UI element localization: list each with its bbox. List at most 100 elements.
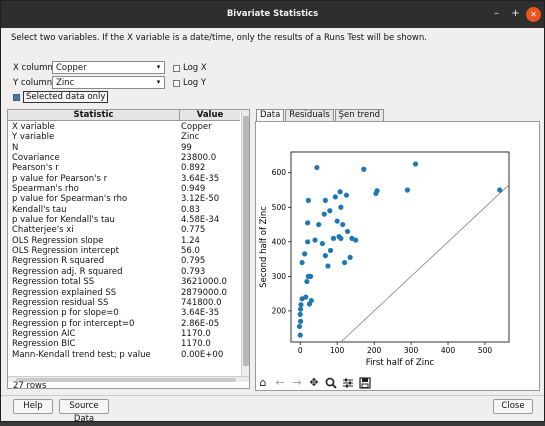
log-x-box[interactable] — [173, 64, 180, 72]
statistic-cell: Spearman's rho — [12, 184, 79, 195]
table-row[interactable]: OLS Regression slope 1.24 — [8, 236, 240, 246]
x-column-select[interactable]: Copper ▾ — [52, 61, 165, 74]
home-icon[interactable]: ⌂ — [259, 375, 267, 389]
tab-residuals[interactable]: Residuals — [285, 109, 334, 121]
source-data-button[interactable]: Source Data — [59, 399, 109, 424]
tab-data[interactable]: Data — [256, 109, 285, 121]
statistics-table: Statistic Value X variable Copper Y variab… — [7, 109, 250, 389]
data-point — [404, 187, 410, 193]
zoom-icon[interactable] — [325, 377, 337, 389]
statistic-cell: Regression p for slope=0 — [12, 308, 119, 319]
table-row[interactable]: Covariance 23800.0 — [8, 153, 240, 163]
data-point — [302, 251, 308, 257]
forward-arrow-icon[interactable]: → — [292, 375, 302, 389]
configure-icon[interactable] — [342, 377, 354, 389]
scrollbar-thumb[interactable] — [243, 116, 249, 366]
value-cell: 0.00E+00 — [181, 349, 224, 360]
value-cell: 1170.0 — [181, 339, 211, 350]
statistic-column-header[interactable]: Statistic — [8, 110, 180, 121]
table-row[interactable]: Spearman's rho 0.949 — [8, 184, 240, 194]
data-point — [321, 211, 327, 217]
table-row[interactable]: Regression p for slope=0 3.64E-35 — [8, 308, 240, 318]
table-row[interactable]: Pearson's r 0.892 — [8, 163, 240, 173]
x-tick-label: 400 — [441, 346, 456, 355]
table-row[interactable]: Regression AIC 1170.0 — [8, 329, 240, 339]
close-window-button[interactable]: ✕ — [526, 7, 541, 22]
close-button[interactable]: Close — [493, 399, 533, 414]
selected-data-box[interactable] — [13, 93, 20, 101]
value-cell: 3.12E-50 — [181, 194, 220, 205]
value-cell: 3.64E-35 — [181, 308, 220, 319]
value-cell: 1170.0 — [181, 328, 211, 339]
horizontal-scrollbar[interactable] — [8, 376, 249, 382]
data-point — [374, 188, 380, 194]
statistic-cell: X variable — [12, 122, 55, 132]
statistic-cell: Regression BIC — [12, 339, 76, 350]
table-row[interactable]: Regression total SS 3621000.0 — [8, 277, 240, 287]
table-row[interactable]: Regression residual SS 741800.0 — [8, 298, 240, 308]
statistic-cell: Mann-Kendall trend test; p value — [12, 349, 151, 360]
statistic-cell: Regression total SS — [12, 277, 95, 288]
back-arrow-icon[interactable]: ← — [275, 375, 285, 389]
y-tick-label: 600 — [272, 168, 287, 177]
y-column-value: Zinc — [56, 78, 75, 88]
table-row[interactable]: Regression p for intercept=0 2.86E-05 — [8, 319, 240, 329]
data-point — [308, 297, 314, 304]
table-row[interactable]: OLS Regression intercept 56.0 — [8, 246, 240, 256]
tab-sen-trend[interactable]: Şen trend — [334, 109, 384, 121]
table-row[interactable]: Y variable Zinc — [8, 132, 240, 142]
table-row[interactable]: p value for Pearson's r 3.64E-35 — [8, 174, 240, 184]
statistic-cell: OLS Regression intercept — [12, 246, 119, 257]
identity-line — [340, 184, 510, 343]
log-y-box[interactable] — [173, 79, 180, 87]
log-x-checkbox[interactable]: Log X — [173, 63, 207, 73]
statistic-cell: Regression explained SS — [12, 287, 117, 298]
table-row[interactable]: Mann-Kendall trend test; p value 0.00E+00 — [8, 350, 240, 360]
data-point — [305, 239, 311, 245]
data-point — [304, 278, 310, 285]
minimize-button[interactable]: – — [494, 8, 499, 19]
data-point — [314, 164, 320, 171]
table-row[interactable]: X variable Copper — [8, 122, 240, 132]
selected-data-only-checkbox[interactable]: Selected data only — [13, 91, 109, 103]
table-row[interactable]: Chatterjee's xi 0.775 — [8, 225, 240, 235]
value-cell: Zinc — [181, 132, 200, 143]
x-tick-label: 500 — [478, 346, 493, 355]
data-point — [332, 194, 338, 200]
data-point — [303, 294, 309, 300]
plot-toolbar: ⌂ ← → ✥ — [257, 376, 371, 389]
vertical-scrollbar[interactable] — [241, 110, 249, 376]
table-row[interactable]: p value for Kendall's tau 4.58E-34 — [8, 215, 240, 225]
table-row[interactable]: N 99 — [8, 143, 240, 153]
data-point — [298, 302, 304, 308]
x-tick-label: 300 — [404, 346, 419, 355]
data-point — [296, 323, 303, 330]
help-button[interactable]: Help — [13, 399, 53, 414]
plot-tabs: Data Residuals Şen trend — [256, 109, 385, 121]
data-point — [338, 204, 344, 210]
log-y-checkbox[interactable]: Log Y — [173, 78, 206, 88]
table-row[interactable]: Regression R squared 0.795 — [8, 256, 240, 266]
table-row[interactable]: Kendall's tau 0.83 — [8, 205, 240, 215]
y-column-label: Y column: — [13, 78, 56, 88]
value-cell: 0.795 — [181, 256, 206, 267]
save-icon[interactable] — [359, 376, 371, 389]
scrollbar-thumb[interactable] — [16, 378, 236, 382]
value-cell: 2879000.0 — [181, 287, 227, 298]
value-cell: 0.949 — [181, 184, 206, 195]
table-row[interactable]: Regression explained SS 2879000.0 — [8, 288, 240, 298]
statistic-cell: p value for Kendall's tau — [12, 215, 115, 226]
y-column-select[interactable]: Zinc ▾ — [52, 76, 165, 89]
data-point — [305, 220, 311, 226]
table-row[interactable]: p value for Spearman's rho 3.12E-50 — [8, 194, 240, 204]
maximize-button[interactable]: + — [511, 8, 520, 19]
pan-icon[interactable]: ✥ — [309, 375, 319, 389]
configure-icon-glyph — [343, 378, 353, 387]
value-column-header[interactable]: Value — [196, 110, 224, 120]
table-row[interactable]: Regression adj. R squared 0.793 — [8, 267, 240, 277]
data-points — [296, 161, 503, 338]
data-point — [341, 259, 348, 266]
table-row[interactable]: Regression BIC 1170.0 — [8, 339, 240, 349]
value-cell: 0.793 — [181, 266, 206, 277]
x-tick-label: 100 — [330, 346, 345, 355]
